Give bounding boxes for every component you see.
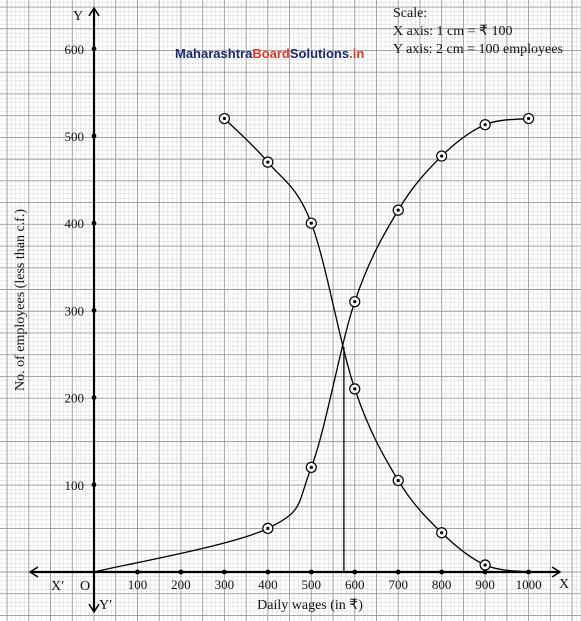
data-point-dot <box>396 208 400 212</box>
data-point-dot <box>309 465 313 469</box>
brand-part-4: .in <box>349 46 364 61</box>
scale-note: Scale: X axis: 1 cm = ₹ 100 Y axis: 2 cm… <box>393 6 563 57</box>
scale-title: Scale: <box>393 6 427 21</box>
x-axis-arrow-right <box>551 566 562 578</box>
data-point-dot <box>527 116 531 121</box>
brand-part-2: Board <box>252 46 290 61</box>
data-point-dot <box>266 160 270 164</box>
y-tick-dot <box>91 395 97 400</box>
y-tick-label: 400 <box>65 216 85 231</box>
x-tick-label: 800 <box>432 577 452 592</box>
x-tick-label: 200 <box>171 577 191 592</box>
x-tick-label: 300 <box>215 577 235 592</box>
brand-part-3: Solutions <box>290 46 349 61</box>
svg-text:MaharashtraBoardSolutions.in: MaharashtraBoardSolutions.in <box>175 46 364 61</box>
data-point-dot <box>483 123 487 127</box>
x-axis-negative-label: X′ <box>51 579 64 594</box>
y-tick-dot <box>91 308 97 313</box>
y-axis-arrow-up <box>88 6 100 17</box>
x-tick-label: 400 <box>258 577 278 592</box>
data-point-dot <box>353 387 357 391</box>
y-tick-label: 200 <box>65 391 85 406</box>
brand-logo: MaharashtraBoardSolutions.in <box>175 46 364 61</box>
x-tick-label: 900 <box>475 577 495 592</box>
series-layer <box>93 112 535 573</box>
data-point-dot <box>396 478 400 483</box>
y-tick-label: 300 <box>65 303 85 318</box>
y-axis-arrow-down <box>88 603 100 614</box>
x-tick-label: 500 <box>302 577 322 592</box>
y-tick-label: 100 <box>65 478 85 493</box>
x-tick-dot <box>178 569 184 575</box>
y-tick-dot <box>91 133 97 139</box>
data-point-dot <box>483 563 487 567</box>
x-tick-dot <box>135 569 140 575</box>
origin-label: O <box>80 579 90 594</box>
y-tick-dot <box>91 482 97 488</box>
ogive-curve-2 <box>223 118 529 573</box>
y-ticks: 100 200 300 400 500 600 <box>65 42 97 493</box>
y-tick-label: 500 <box>65 129 85 144</box>
x-tick-dot <box>265 569 271 575</box>
x-tick-dot <box>221 569 227 575</box>
x-axis-title: Daily wages (in ₹) <box>257 598 363 613</box>
data-point-dot <box>440 154 444 158</box>
x-tick-dot <box>439 569 445 575</box>
x-tick-dot <box>352 569 358 575</box>
x-axis-arrow-left <box>28 566 39 578</box>
x-ticks: 100 200 300 400 500 600 700 800 900 1000 <box>128 569 542 592</box>
y-tick-dot <box>91 220 97 226</box>
x-tick-label: 100 <box>128 577 148 592</box>
y-axis-negative-label: Y′ <box>99 598 112 613</box>
scale-y-note: Y axis: 2 cm = 100 employees <box>393 42 563 57</box>
x-axis-end-label: X <box>559 577 569 592</box>
x-tick-label: 1000 <box>516 577 542 592</box>
data-point-dot <box>353 300 357 304</box>
y-tick-label: 600 <box>65 42 85 57</box>
brand-part-1: Maharashtra <box>175 46 253 61</box>
y-axis-title: No. of employees (less than c.f.) <box>13 209 28 391</box>
x-tick-label: 700 <box>388 577 408 592</box>
x-tick-label: 600 <box>345 577 365 592</box>
x-tick-dot <box>395 569 401 575</box>
y-axis-end-label: Y <box>73 9 83 24</box>
data-point-dot <box>440 531 444 535</box>
data-point-dot <box>222 116 226 121</box>
data-point-dot <box>309 221 313 225</box>
y-tick-dot <box>91 46 97 52</box>
data-point-dot <box>266 526 270 531</box>
x-tick-dot <box>308 569 314 575</box>
x-tick-dot <box>482 569 488 575</box>
scale-x-note: X axis: 1 cm = ₹ 100 <box>393 24 512 39</box>
